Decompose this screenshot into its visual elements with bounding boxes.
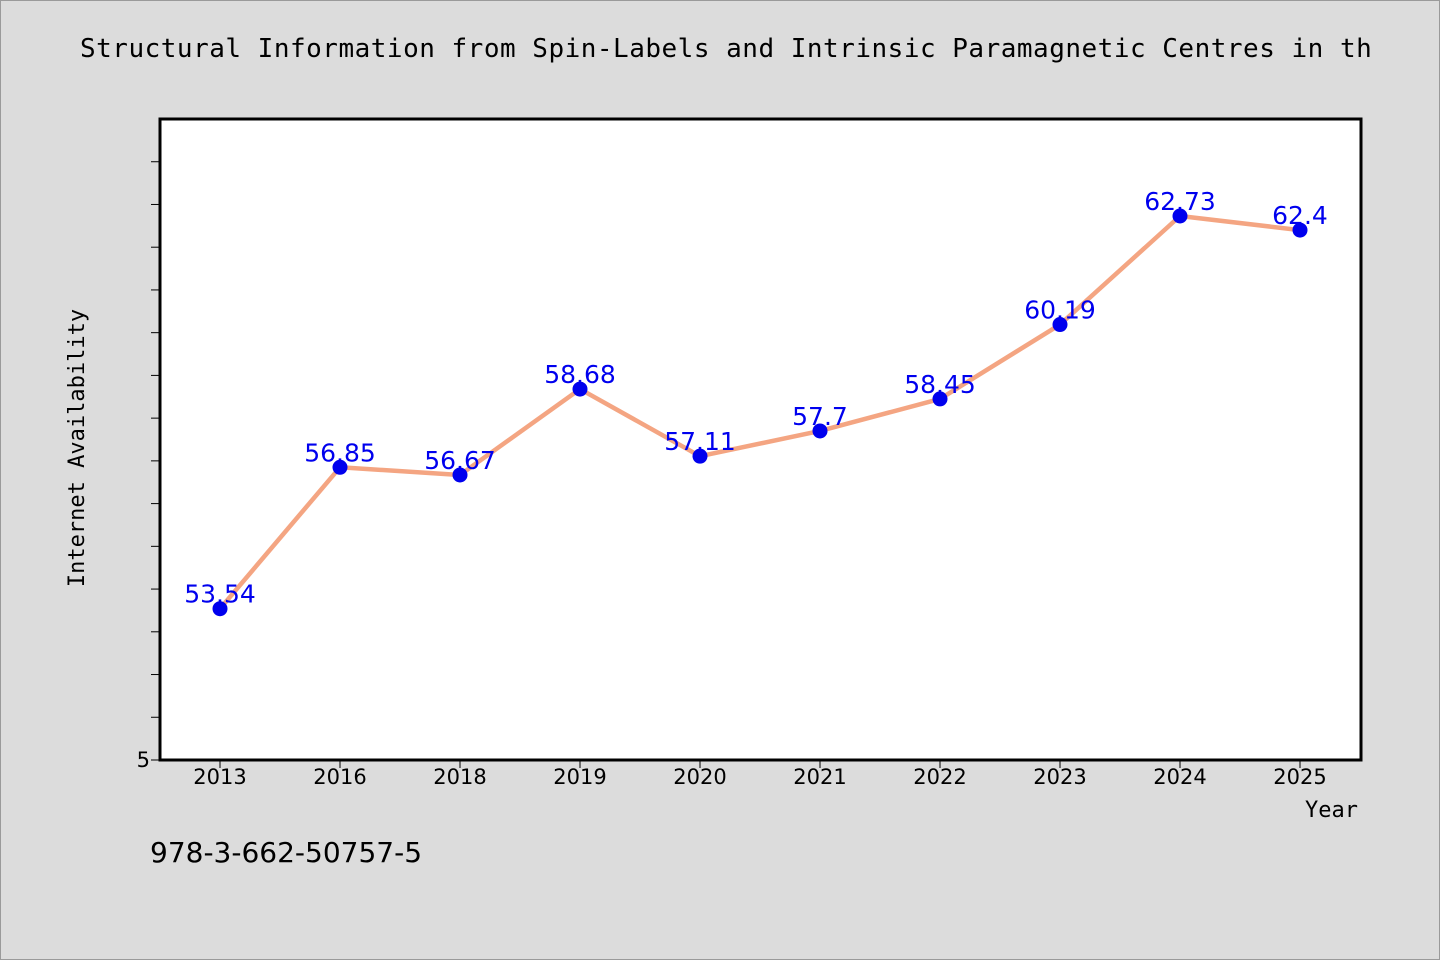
data-label-2023: 60.19 [1024, 296, 1096, 325]
data-point-2021 [812, 423, 828, 439]
data-label-2013: 53.54 [184, 580, 256, 609]
series-line [217, 213, 1303, 611]
x-axis-ticks: 2013 2016 2018 2019 2020 2021 2022 2023 2024 2025 [193, 760, 1327, 789]
x-tick-label-2024: 2024 [1153, 765, 1206, 789]
series-line-group [217, 213, 1303, 611]
data-point-2023 [1052, 317, 1068, 333]
y-axis-ticks: 5 [137, 161, 160, 772]
data-label-2022: 58.45 [904, 370, 976, 399]
data-label-2021: 57.7 [792, 402, 848, 431]
y-axis-title: Internet Availability [65, 309, 90, 587]
data-point-2024 [1172, 208, 1188, 224]
x-tick-label-2019: 2019 [553, 765, 606, 789]
data-point-2025 [1292, 222, 1308, 238]
x-tick-label-2016: 2016 [313, 765, 366, 789]
data-point-2013 [212, 601, 228, 617]
x-tick-label-2020: 2020 [673, 765, 726, 789]
data-point-2020 [692, 448, 708, 464]
data-label-2025: 62.4 [1272, 201, 1328, 230]
x-tick-label-2022: 2022 [913, 765, 966, 789]
x-tick-label-2025: 2025 [1273, 765, 1326, 789]
data-label-2024: 62.73 [1144, 187, 1216, 216]
data-point-2022 [932, 391, 948, 407]
data-label-2020: 57.11 [664, 427, 736, 456]
data-point-2018 [452, 467, 468, 483]
x-tick-label-2013: 2013 [193, 765, 246, 789]
data-points [212, 208, 1308, 617]
data-label-2018: 56.67 [424, 446, 496, 475]
data-label-2016: 56.85 [304, 438, 376, 467]
data-labels: 53.54 56.85 56.67 58.68 57.11 57.7 58.45 60.19 6… [184, 187, 1328, 609]
data-point-2019 [572, 381, 588, 397]
y-tick-label: 5 [137, 748, 150, 772]
isbn-text: 978-3-662-50757-5 [150, 836, 423, 869]
data-label-2019: 58.68 [544, 360, 616, 389]
chart-title: Structural Information from Spin-Labels … [80, 34, 1373, 64]
x-tick-label-2018: 2018 [433, 765, 486, 789]
x-tick-label-2021: 2021 [793, 765, 846, 789]
plot-area [158, 117, 1363, 762]
x-tick-label-2023: 2023 [1033, 765, 1086, 789]
data-point-2016 [332, 459, 348, 475]
x-axis-title: Year [1305, 798, 1358, 823]
